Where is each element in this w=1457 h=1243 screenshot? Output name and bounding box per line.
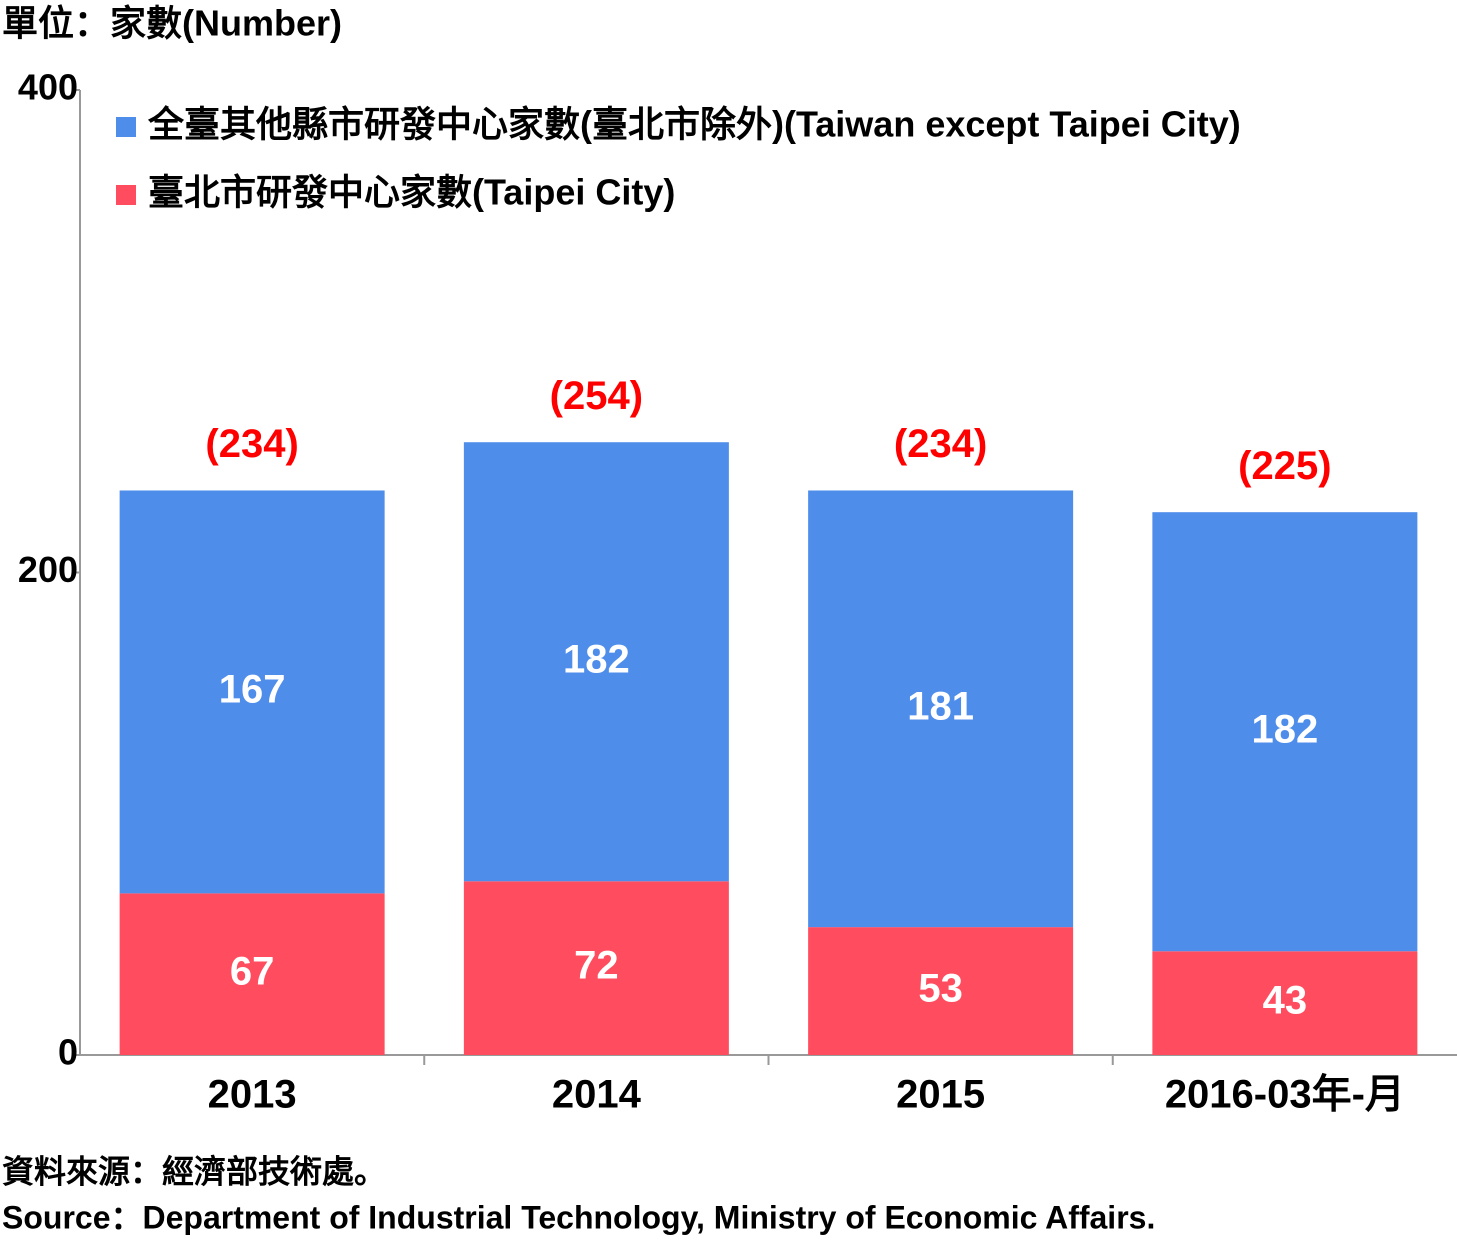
value-label: 167: [219, 667, 286, 711]
value-label: 182: [563, 637, 630, 681]
chart-title: 單位：家數(Number): [2, 3, 342, 44]
source-line: Source：Department of Industrial Technolo…: [2, 1199, 1155, 1235]
x-tick-label: 2015: [896, 1073, 985, 1117]
bar-segment: [1152, 512, 1418, 952]
legend-label: 臺北市研發中心家數(Taipei City): [148, 172, 675, 213]
y-tick-label: 0: [58, 1032, 78, 1073]
y-tick-label: 400: [18, 67, 78, 108]
value-label: 53: [918, 967, 963, 1011]
legend-swatch: [116, 117, 136, 137]
x-tick-label: 2013: [208, 1073, 297, 1117]
legend-label: 全臺其他縣市研發中心家數(臺北市除外)(Taiwan except Taipei…: [147, 104, 1241, 145]
bar-segment: [463, 881, 729, 1055]
legend-swatch: [116, 185, 136, 205]
bar-segment: [119, 490, 385, 894]
x-tick-label: 2016-03年-月: [1165, 1073, 1405, 1117]
total-label: (254): [550, 374, 643, 418]
value-label: 181: [907, 684, 974, 728]
total-label: (225): [1238, 444, 1331, 488]
bar-segment: [1152, 951, 1418, 1055]
total-label: (234): [894, 422, 987, 466]
bar-segment: [808, 490, 1074, 928]
value-label: 43: [1263, 979, 1308, 1023]
value-label: 67: [230, 950, 275, 994]
value-label: 72: [574, 944, 619, 988]
total-label: (234): [205, 422, 298, 466]
bar-segment: [119, 893, 385, 1055]
bar-segment: [808, 927, 1074, 1055]
x-tick-label: 2014: [552, 1073, 642, 1117]
y-tick-label: 200: [18, 549, 78, 590]
bar-segment: [463, 442, 729, 882]
value-label: 182: [1252, 707, 1319, 751]
source-line: 資料來源：經濟部技術處。: [2, 1153, 386, 1189]
